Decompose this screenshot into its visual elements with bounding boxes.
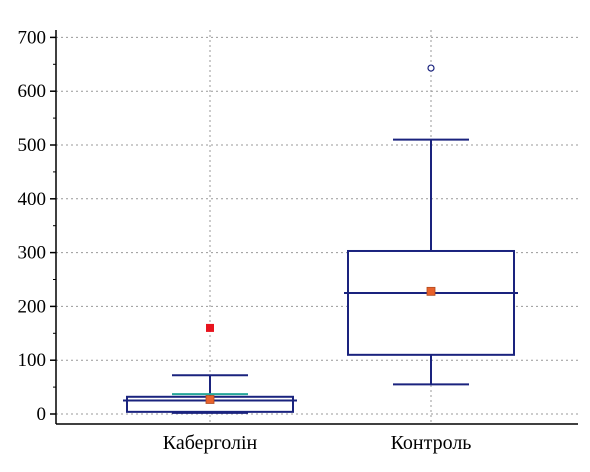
y-tick-label: 200: [18, 296, 47, 317]
outlier-point: [427, 64, 435, 72]
box-iqr: [347, 249, 515, 356]
box-group: [344, 64, 518, 386]
mean-marker: [426, 286, 436, 296]
y-tick-label: 500: [18, 135, 47, 156]
y-tick-label: 300: [18, 243, 47, 264]
category-label: Каберголін: [163, 432, 258, 454]
axes: [50, 30, 578, 425]
y-tick-label: 0: [37, 404, 47, 425]
box-group: [123, 323, 297, 414]
y-tick-labels: 0 100 200 300 400 500 600 700: [18, 27, 47, 425]
category-labels: Каберголін Контроль: [163, 432, 472, 454]
y-tick-label: 700: [18, 27, 47, 48]
y-tick-label: 400: [18, 189, 47, 210]
mean-marker: [205, 395, 215, 404]
far-outlier-point: [206, 323, 214, 332]
grid-lines: [56, 30, 578, 424]
y-tick-label: 100: [18, 350, 47, 371]
box-series: [123, 64, 518, 414]
category-label: Контроль: [391, 432, 472, 454]
y-tick-label: 600: [18, 81, 47, 102]
